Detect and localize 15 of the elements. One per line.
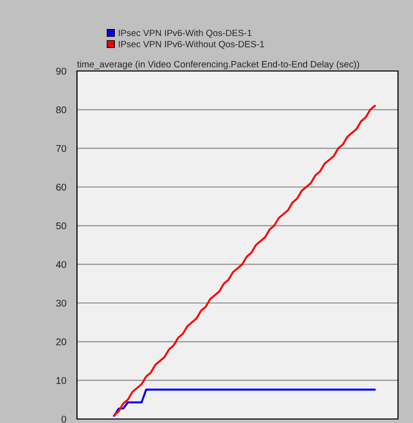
chart-title: time_average (in Video Conferencing.Packet End-to-End Delay (sec)) <box>77 60 360 70</box>
y-tick-label: 70 <box>56 145 66 152</box>
y-tick-label: 30 <box>56 300 66 307</box>
legend-label: IPsec VPN IPv6-With Qos-DES-1 <box>118 30 252 38</box>
line-series <box>113 388 376 417</box>
y-tick-label: 0 <box>62 416 66 423</box>
y-tick-label: 40 <box>56 261 66 268</box>
y-tick-label: 10 <box>56 377 66 384</box>
y-tick-label: 50 <box>56 222 66 230</box>
y-tick-label: 20 <box>56 338 66 346</box>
line-series <box>113 104 376 416</box>
y-tick-label: 90 <box>56 68 66 75</box>
y-tick-label: 60 <box>56 184 66 191</box>
legend-label: IPsec VPN IPv6-Without Qos-DES-1 <box>118 40 264 49</box>
y-tick-label: 80 <box>56 106 66 114</box>
